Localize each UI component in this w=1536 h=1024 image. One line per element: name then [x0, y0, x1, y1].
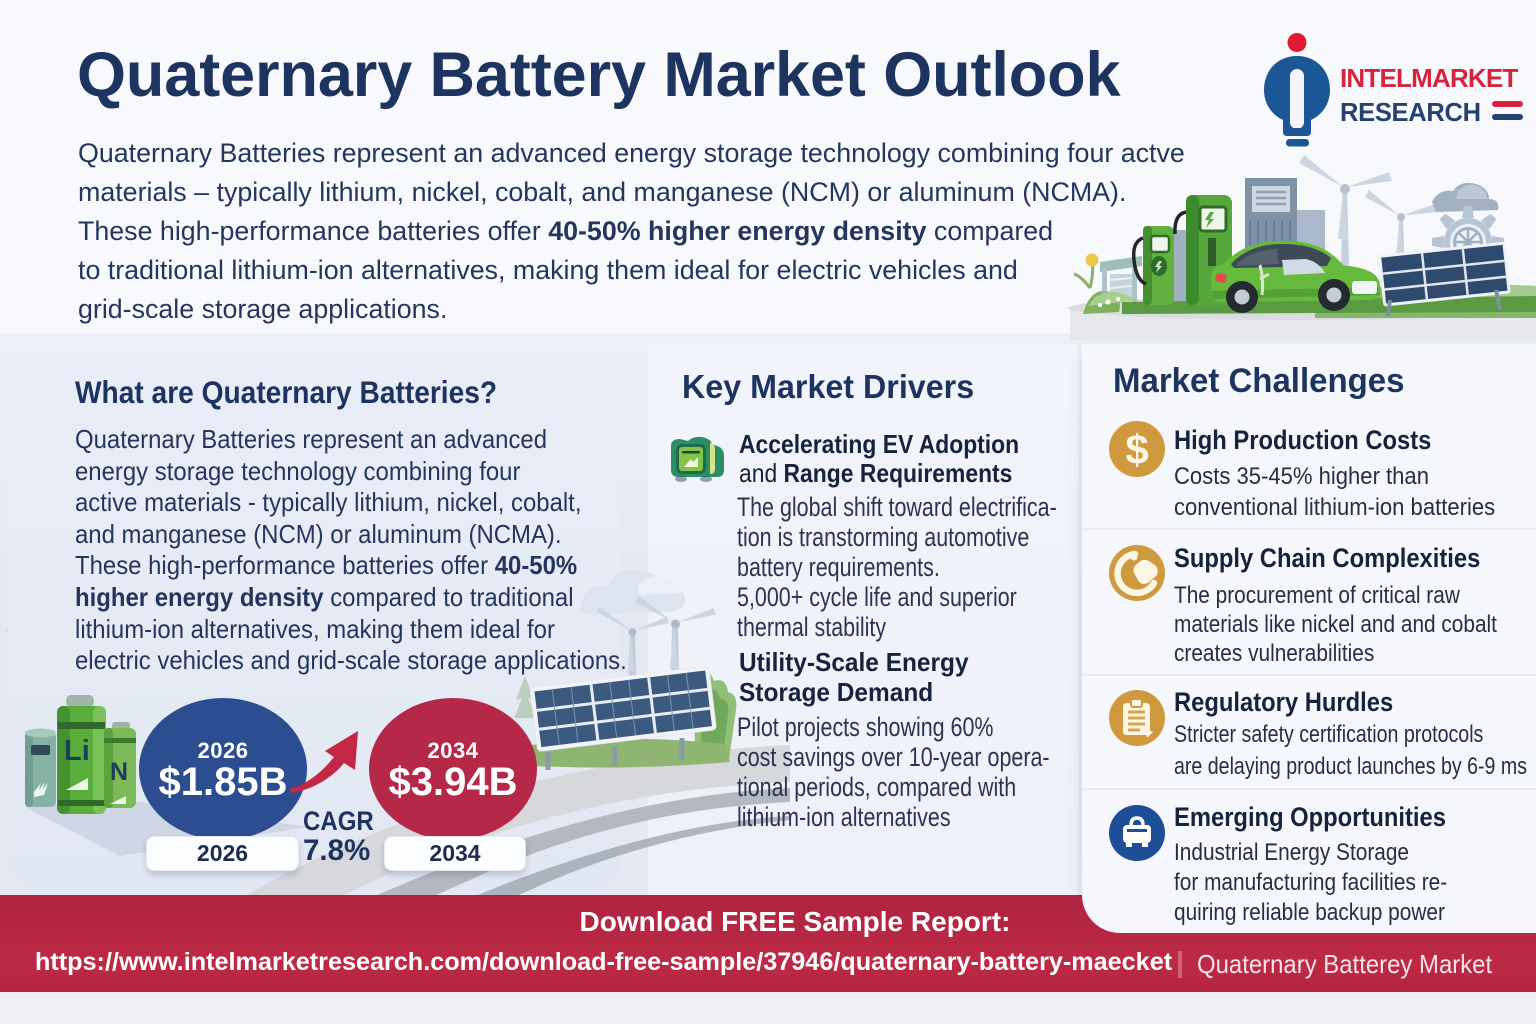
svg-text:Li: Li: [64, 735, 90, 767]
svg-text:INTELMARKET: INTELMARKET: [1340, 63, 1518, 93]
svg-text:$: $: [1125, 426, 1148, 473]
svg-text:N: N: [110, 758, 128, 786]
svg-text:RESEARCH: RESEARCH: [1340, 99, 1481, 127]
